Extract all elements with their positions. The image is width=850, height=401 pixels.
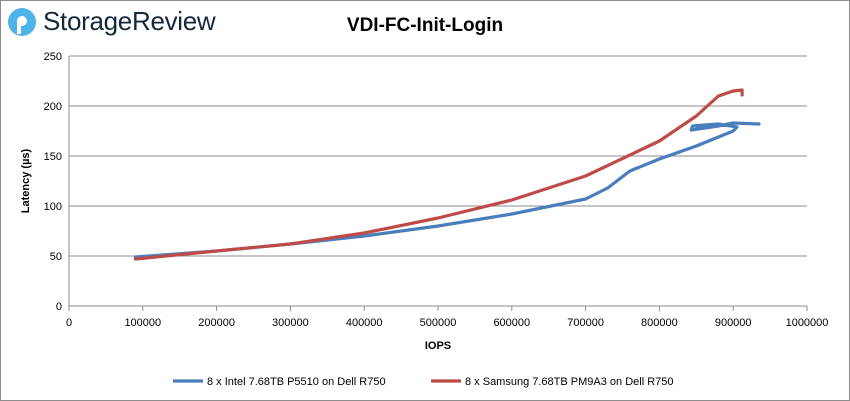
storagereview-logo: StorageReview bbox=[7, 6, 216, 37]
x-tick-label: 200000 bbox=[198, 317, 235, 329]
x-tick-label: 100000 bbox=[124, 317, 161, 329]
x-tick-label: 600000 bbox=[493, 317, 530, 329]
chart-title: VDI-FC-Init-Login bbox=[346, 15, 504, 36]
y-tick-label: 200 bbox=[44, 101, 62, 113]
x-tick-label: 500000 bbox=[420, 317, 457, 329]
y-tick-label: 100 bbox=[44, 201, 62, 213]
x-axis-label: IOPS bbox=[425, 340, 451, 352]
x-tick-label: 800000 bbox=[641, 317, 678, 329]
legend-label-0: 8 x Intel 7.68TB P5510 on Dell R750 bbox=[207, 376, 386, 388]
x-tick-label: 0 bbox=[66, 317, 72, 329]
x-tick-label: 1000000 bbox=[786, 317, 829, 329]
brand-name: StorageReview bbox=[43, 6, 216, 36]
y-axis-label: Latency (µs) bbox=[20, 148, 32, 213]
x-tick-label: 700000 bbox=[567, 317, 604, 329]
x-tick-label: 900000 bbox=[715, 317, 752, 329]
y-tick-label: 150 bbox=[44, 151, 62, 163]
y-tick-label: 50 bbox=[50, 251, 62, 263]
legend-label-1: 8 x Samsung 7.68TB PM9A3 on Dell R750 bbox=[465, 376, 674, 388]
series-line-0 bbox=[133, 121, 761, 259]
x-tick-label: 400000 bbox=[346, 317, 383, 329]
x-tick-label: 300000 bbox=[272, 317, 309, 329]
y-tick-label: 250 bbox=[44, 51, 62, 63]
series-line-1 bbox=[133, 88, 744, 261]
logo-icon bbox=[8, 7, 36, 36]
y-tick-label: 0 bbox=[56, 301, 62, 313]
